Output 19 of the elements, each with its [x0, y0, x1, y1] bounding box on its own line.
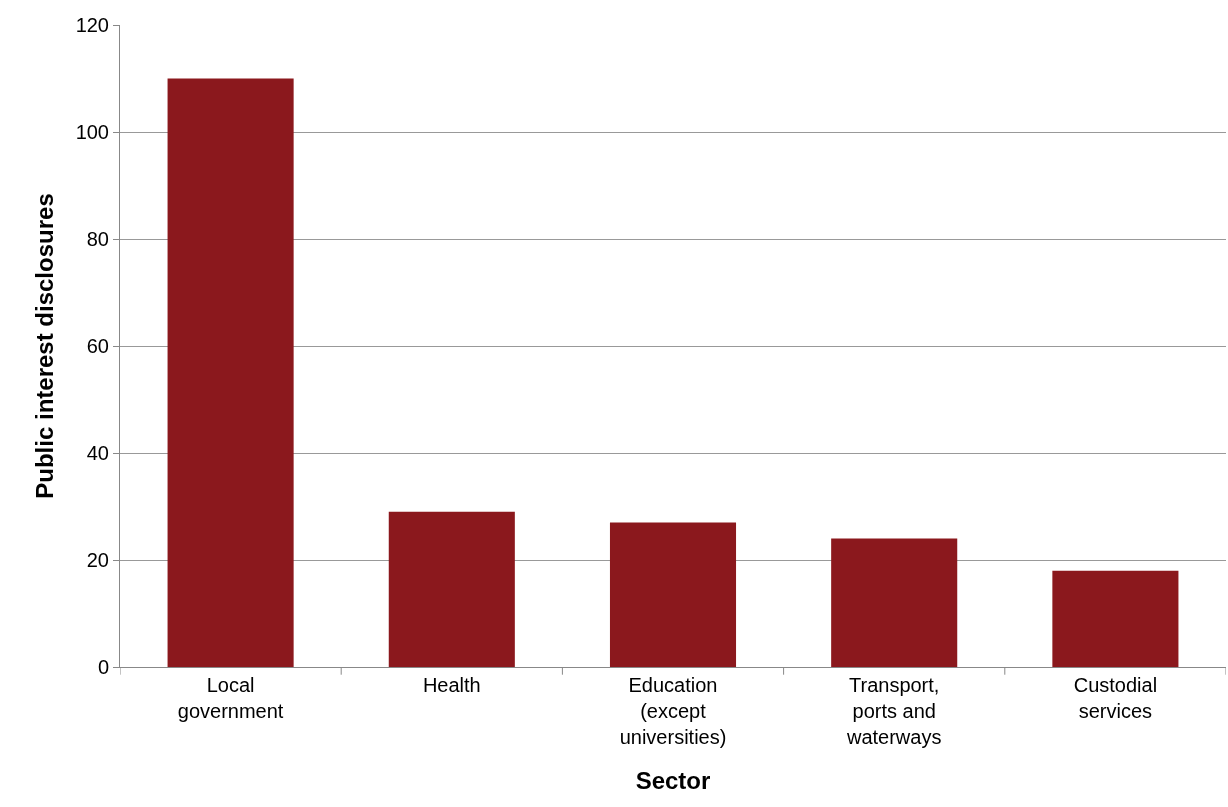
x-tick-label: Health [422, 674, 481, 696]
x-tick-label: Local government [177, 674, 284, 722]
bar [388, 511, 515, 667]
bar [1052, 570, 1179, 667]
bar [609, 522, 737, 667]
y-tick-label: 80 [86, 228, 109, 250]
x-tick-label: Custodial services [1073, 674, 1158, 722]
x-axis-title: Sector [635, 767, 711, 795]
y-tick-label: 0 [97, 656, 109, 678]
y-tick-label: 120 [75, 14, 109, 36]
y-tick-label: 100 [75, 121, 109, 143]
y-axis-title: Public interest disclosures [30, 193, 58, 499]
bar [831, 538, 958, 667]
x-tick-label: Education (except universities) [619, 674, 727, 748]
y-tick-label: 40 [86, 442, 109, 464]
y-tick-label: 60 [86, 335, 109, 357]
y-tick-label: 20 [86, 549, 109, 571]
bar [167, 78, 294, 667]
x-tick-label: Transport, ports and waterways [845, 674, 942, 748]
